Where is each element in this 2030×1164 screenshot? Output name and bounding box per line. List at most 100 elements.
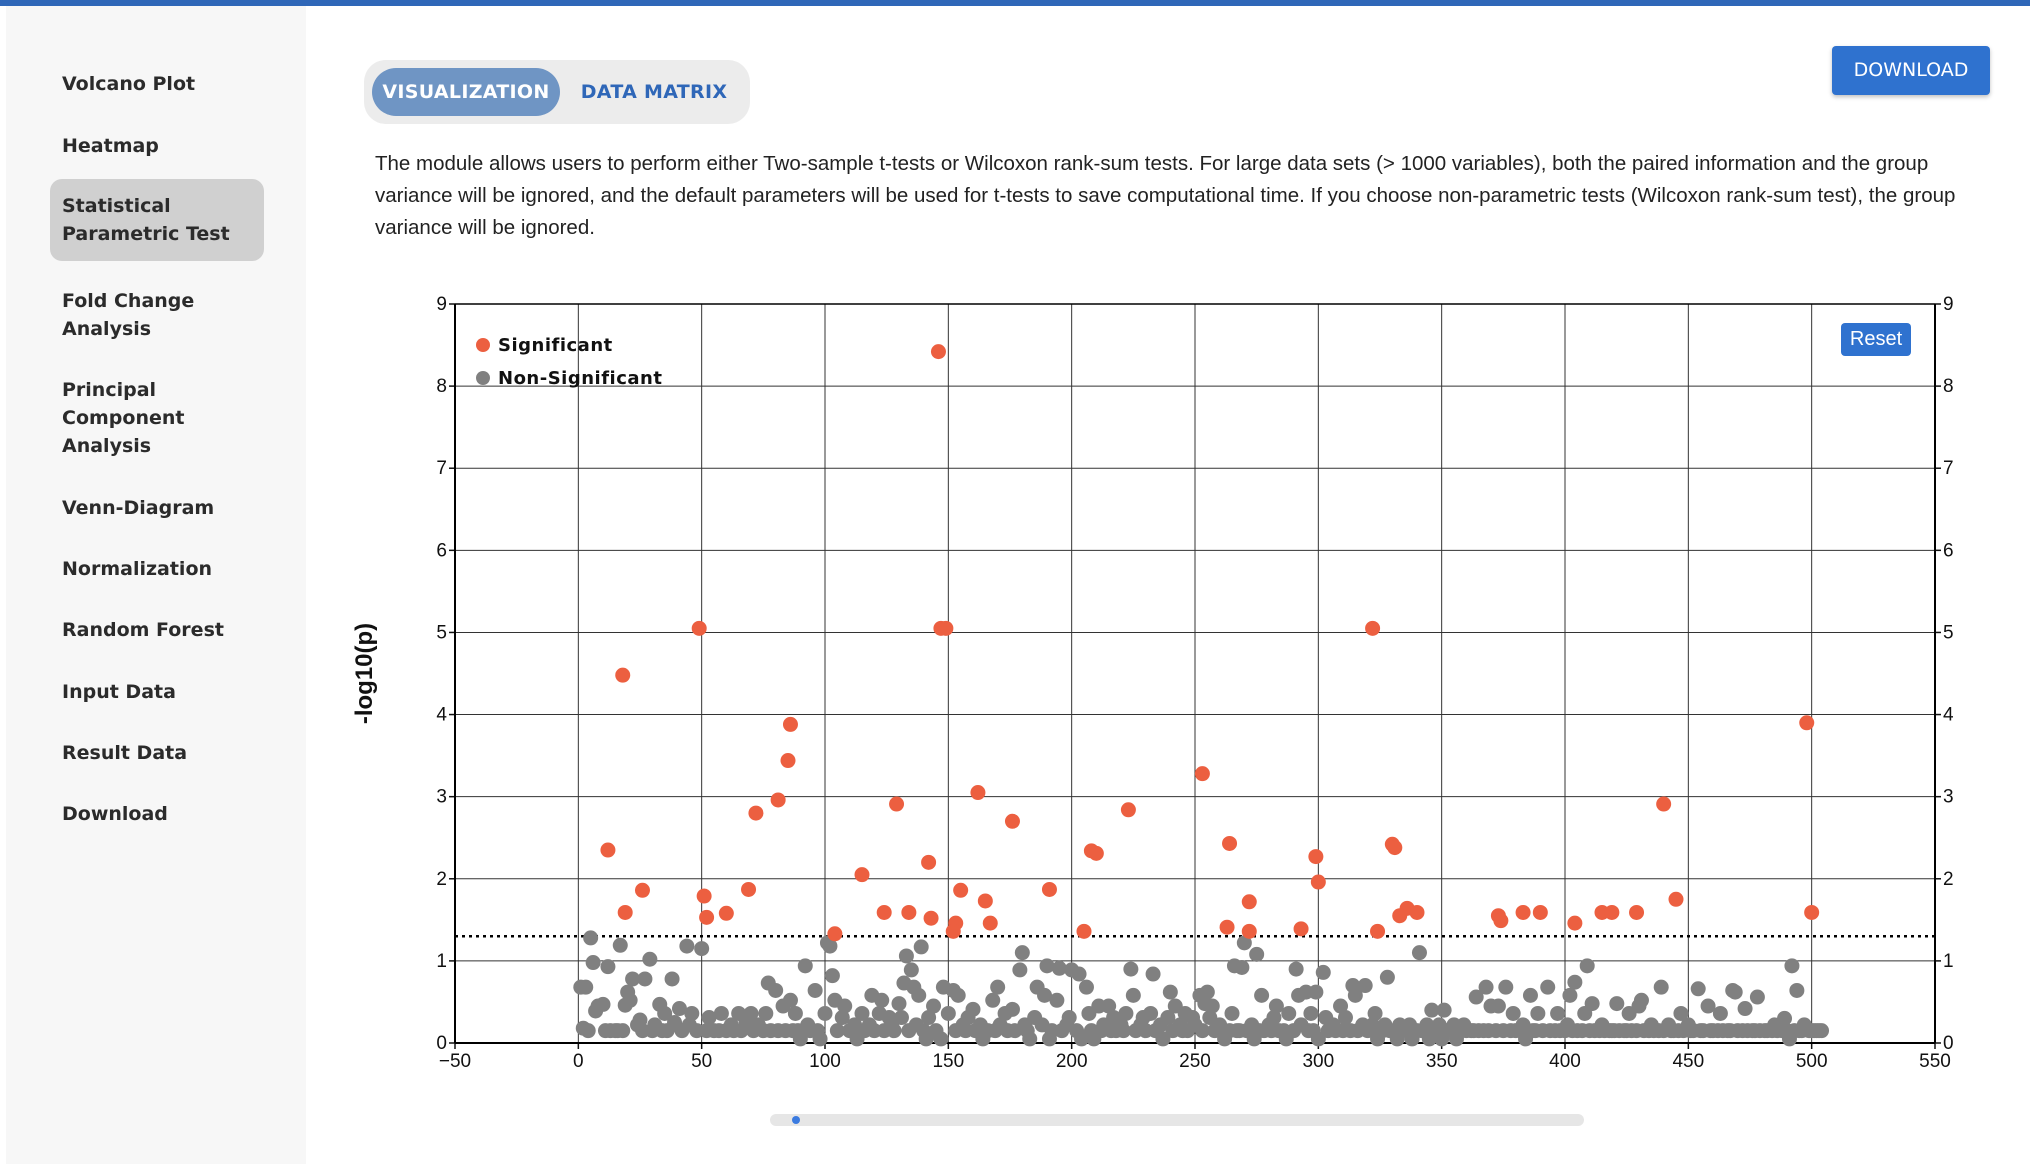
significant-point[interactable] bbox=[1656, 796, 1672, 812]
non-significant-point[interactable] bbox=[1266, 1010, 1282, 1026]
non-significant-point[interactable] bbox=[926, 998, 942, 1014]
significant-point[interactable] bbox=[876, 904, 892, 920]
non-significant-point[interactable] bbox=[600, 959, 616, 975]
significant-point[interactable] bbox=[1241, 923, 1257, 939]
non-significant-point[interactable] bbox=[1367, 1005, 1383, 1021]
non-significant-point[interactable] bbox=[1004, 1001, 1020, 1017]
non-significant-point[interactable] bbox=[797, 958, 813, 974]
non-significant-point[interactable] bbox=[1049, 992, 1065, 1008]
significant-point[interactable] bbox=[1668, 891, 1684, 907]
non-significant-point[interactable] bbox=[822, 938, 838, 954]
significant-point[interactable] bbox=[1567, 915, 1583, 931]
non-significant-point[interactable] bbox=[1673, 1005, 1689, 1021]
non-significant-point[interactable] bbox=[1315, 964, 1331, 980]
sidebar-item-result-data[interactable]: Result Data bbox=[62, 742, 188, 764]
significant-point[interactable] bbox=[1804, 904, 1820, 920]
non-significant-point[interactable] bbox=[1789, 982, 1805, 998]
significant-point[interactable] bbox=[1088, 845, 1104, 861]
significant-point[interactable] bbox=[1310, 874, 1326, 890]
non-significant-point[interactable] bbox=[743, 1005, 759, 1021]
significant-point[interactable] bbox=[977, 893, 993, 909]
non-significant-point[interactable] bbox=[1777, 1010, 1793, 1026]
sidebar-item-random-forest[interactable]: Random Forest bbox=[62, 619, 224, 641]
non-significant-point[interactable] bbox=[918, 1031, 934, 1047]
non-significant-point[interactable] bbox=[1468, 989, 1484, 1005]
non-significant-point[interactable] bbox=[893, 1010, 909, 1026]
non-significant-point[interactable] bbox=[1125, 987, 1141, 1003]
non-significant-point[interactable] bbox=[812, 1031, 828, 1047]
non-significant-point[interactable] bbox=[1505, 1005, 1521, 1021]
non-significant-point[interactable] bbox=[911, 987, 927, 1003]
non-significant-point[interactable] bbox=[1347, 987, 1363, 1003]
non-significant-point[interactable] bbox=[1633, 992, 1649, 1008]
non-significant-point[interactable] bbox=[679, 938, 695, 954]
significant-point[interactable] bbox=[1241, 894, 1257, 910]
non-significant-point[interactable] bbox=[1522, 987, 1538, 1003]
non-significant-point[interactable] bbox=[1204, 998, 1220, 1014]
non-significant-point[interactable] bbox=[985, 992, 1001, 1008]
non-significant-point[interactable] bbox=[1071, 966, 1087, 982]
non-significant-point[interactable] bbox=[1118, 1005, 1134, 1021]
non-significant-point[interactable] bbox=[1712, 1005, 1728, 1021]
significant-point[interactable] bbox=[1515, 904, 1531, 920]
significant-point[interactable] bbox=[945, 923, 961, 939]
significant-point[interactable] bbox=[982, 915, 998, 931]
significant-point[interactable] bbox=[1532, 904, 1548, 920]
non-significant-point[interactable] bbox=[1567, 974, 1583, 990]
non-significant-point[interactable] bbox=[1310, 1031, 1326, 1047]
significant-point[interactable] bbox=[1629, 904, 1645, 920]
significant-point[interactable] bbox=[938, 620, 954, 636]
non-significant-point[interactable] bbox=[1579, 958, 1595, 974]
non-significant-point[interactable] bbox=[824, 968, 840, 984]
non-significant-point[interactable] bbox=[965, 1001, 981, 1017]
non-significant-point[interactable] bbox=[950, 987, 966, 1003]
non-significant-point[interactable] bbox=[792, 1031, 808, 1047]
sidebar-item-volcano-plot[interactable]: Volcano Plot bbox=[62, 73, 196, 95]
significant-point[interactable] bbox=[699, 909, 715, 925]
significant-point[interactable] bbox=[1120, 802, 1136, 818]
non-significant-point[interactable] bbox=[583, 930, 599, 946]
non-significant-point[interactable] bbox=[758, 1005, 774, 1021]
non-significant-point[interactable] bbox=[1115, 1023, 1131, 1039]
non-significant-point[interactable] bbox=[1609, 996, 1625, 1012]
significant-point[interactable] bbox=[1222, 835, 1238, 851]
non-significant-point[interactable] bbox=[787, 1005, 803, 1021]
non-significant-point[interactable] bbox=[701, 1010, 717, 1026]
significant-point[interactable] bbox=[1308, 849, 1324, 865]
non-significant-point[interactable] bbox=[1333, 998, 1349, 1014]
non-significant-point[interactable] bbox=[1737, 1001, 1753, 1017]
non-significant-point[interactable] bbox=[990, 979, 1006, 995]
non-significant-point[interactable] bbox=[664, 971, 680, 987]
non-significant-point[interactable] bbox=[1236, 935, 1252, 951]
significant-point[interactable] bbox=[634, 882, 650, 898]
non-significant-point[interactable] bbox=[874, 992, 890, 1008]
non-significant-point[interactable] bbox=[1550, 1005, 1566, 1021]
non-significant-point[interactable] bbox=[1749, 989, 1765, 1005]
non-significant-point[interactable] bbox=[615, 1023, 631, 1039]
sidebar-item-heatmap[interactable]: Heatmap bbox=[62, 135, 159, 157]
sidebar-item-input-data[interactable]: Input Data bbox=[62, 681, 176, 703]
non-significant-point[interactable] bbox=[1162, 984, 1178, 1000]
significant-point[interactable] bbox=[741, 881, 757, 897]
non-significant-point[interactable] bbox=[1224, 1005, 1240, 1021]
non-significant-point[interactable] bbox=[637, 971, 653, 987]
sidebar-item-normalization[interactable]: Normalization bbox=[62, 558, 213, 580]
significant-point[interactable] bbox=[970, 785, 986, 801]
non-significant-point[interactable] bbox=[1014, 945, 1030, 961]
non-significant-point[interactable] bbox=[1303, 1005, 1319, 1021]
non-significant-point[interactable] bbox=[898, 948, 914, 964]
non-significant-point[interactable] bbox=[1194, 1023, 1210, 1039]
non-significant-point[interactable] bbox=[1022, 1031, 1038, 1047]
non-significant-point[interactable] bbox=[595, 996, 611, 1012]
non-significant-point[interactable] bbox=[1268, 998, 1284, 1014]
non-significant-point[interactable] bbox=[1337, 1010, 1353, 1026]
non-significant-point[interactable] bbox=[684, 1005, 700, 1021]
reset-zoom-button[interactable]: Reset bbox=[1841, 323, 1911, 356]
non-significant-point[interactable] bbox=[817, 1005, 833, 1021]
sidebar-item-venn-diagram[interactable]: Venn-Diagram bbox=[62, 497, 215, 519]
non-significant-point[interactable] bbox=[886, 1023, 902, 1039]
non-significant-point[interactable] bbox=[940, 1005, 956, 1021]
non-significant-point[interactable] bbox=[1498, 979, 1514, 995]
significant-point[interactable] bbox=[782, 716, 798, 732]
